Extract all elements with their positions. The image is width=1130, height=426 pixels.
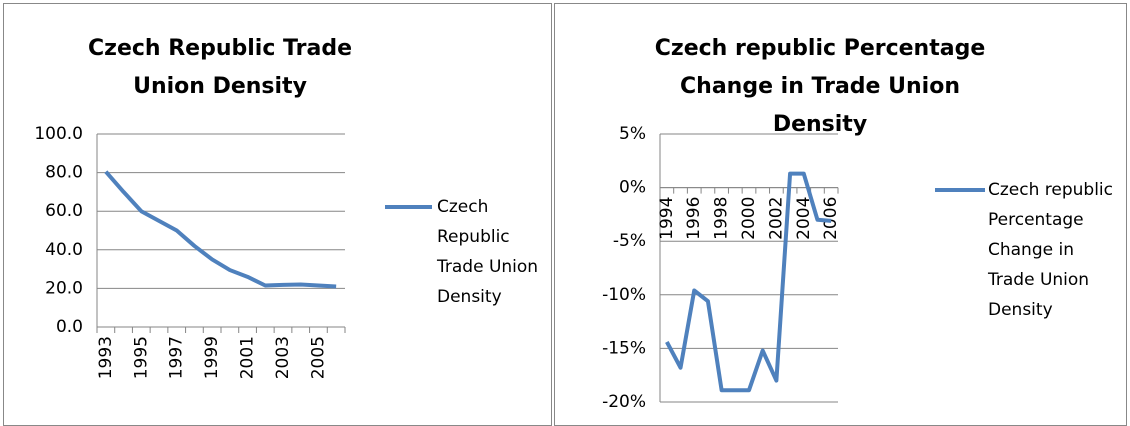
x-tick-label: 2004 bbox=[794, 197, 814, 240]
y-tick-label: 0.0 bbox=[56, 317, 83, 337]
line-series bbox=[104, 170, 337, 289]
x-tick-label: 1999 bbox=[202, 336, 222, 379]
x-tick-label: 2002 bbox=[766, 197, 786, 240]
x-tick-label: 2006 bbox=[821, 197, 841, 240]
x-tick-label: 2003 bbox=[273, 336, 293, 379]
x-tick-label: 1998 bbox=[712, 197, 732, 240]
y-tick-label: 100.0 bbox=[34, 124, 83, 144]
x-tick-label: 1996 bbox=[684, 197, 704, 240]
y-tick-label: 40.0 bbox=[45, 240, 83, 260]
x-tick-label: 1997 bbox=[167, 336, 187, 379]
y-tick-label: 20.0 bbox=[45, 278, 83, 298]
legend-label: Czech Republic Trade Union Density bbox=[437, 197, 539, 307]
x-tick-label: 2001 bbox=[238, 336, 258, 379]
y-tick-label: -10% bbox=[602, 285, 646, 305]
y-tick-label: 0% bbox=[619, 178, 646, 198]
x-tick-label: 1994 bbox=[657, 197, 677, 240]
y-tick-label: 80.0 bbox=[45, 163, 83, 183]
chart-title: Czech Republic Trade Union Density bbox=[88, 36, 352, 99]
x-tick-label: 2005 bbox=[308, 336, 328, 379]
y-tick-label: 60.0 bbox=[45, 201, 83, 221]
x-tick-label: 2000 bbox=[739, 197, 759, 240]
legend-label: Czech republic Percentage Change in Trad… bbox=[988, 180, 1114, 320]
y-tick-label: 5% bbox=[619, 124, 646, 144]
x-tick-label: 1993 bbox=[96, 336, 116, 379]
y-tick-label: -5% bbox=[613, 231, 646, 251]
y-tick-label: -15% bbox=[602, 338, 646, 358]
line-series bbox=[665, 171, 832, 393]
y-tick-label: -20% bbox=[602, 392, 646, 412]
chart-title: Czech republic Percentage Change in Trad… bbox=[654, 36, 986, 137]
x-tick-label: 1995 bbox=[131, 336, 151, 379]
